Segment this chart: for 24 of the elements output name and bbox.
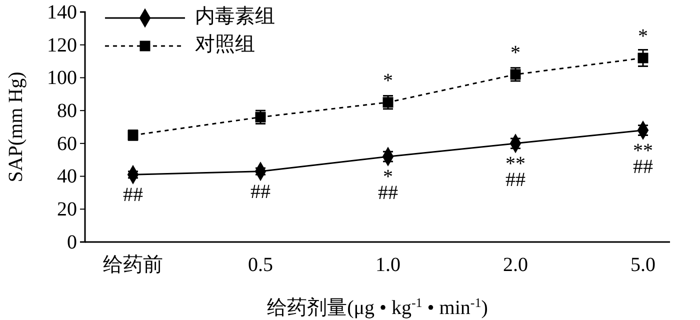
y-tick-label: 20 [57,198,77,221]
annotation: * [638,26,648,48]
y-tick-label: 120 [47,34,77,56]
annotation: ## [250,180,270,203]
x-tick-label: 2.0 [503,254,528,276]
y-tick-label: 100 [47,67,77,90]
legend-label: 内毒素组 [195,6,275,28]
y-tick-label: 140 [47,1,77,24]
y-tick-label: 0 [67,231,77,254]
y-tick-label: 60 [57,132,77,155]
legend-label: 对照组 [195,34,255,56]
annotation: * [510,42,520,64]
annotation: * [383,70,393,92]
point [638,52,648,64]
x-tick-label: 1.0 [376,254,400,276]
annotation: ## [633,156,653,178]
x-tick-label: 0.5 [248,254,273,276]
x-axis-title: 给药剂量(μg • kg$^{-1}$ • min$^{-1}$) [267,294,488,319]
annotation: ## [123,184,143,206]
x-tick-label: 5.0 [630,254,656,276]
y-axis-title: SAP(mm Hg) [5,72,27,182]
x-tick-label: 给药前 [103,254,163,276]
y-tick-label: 40 [57,166,77,188]
y-tick-label: 80 [57,100,77,122]
